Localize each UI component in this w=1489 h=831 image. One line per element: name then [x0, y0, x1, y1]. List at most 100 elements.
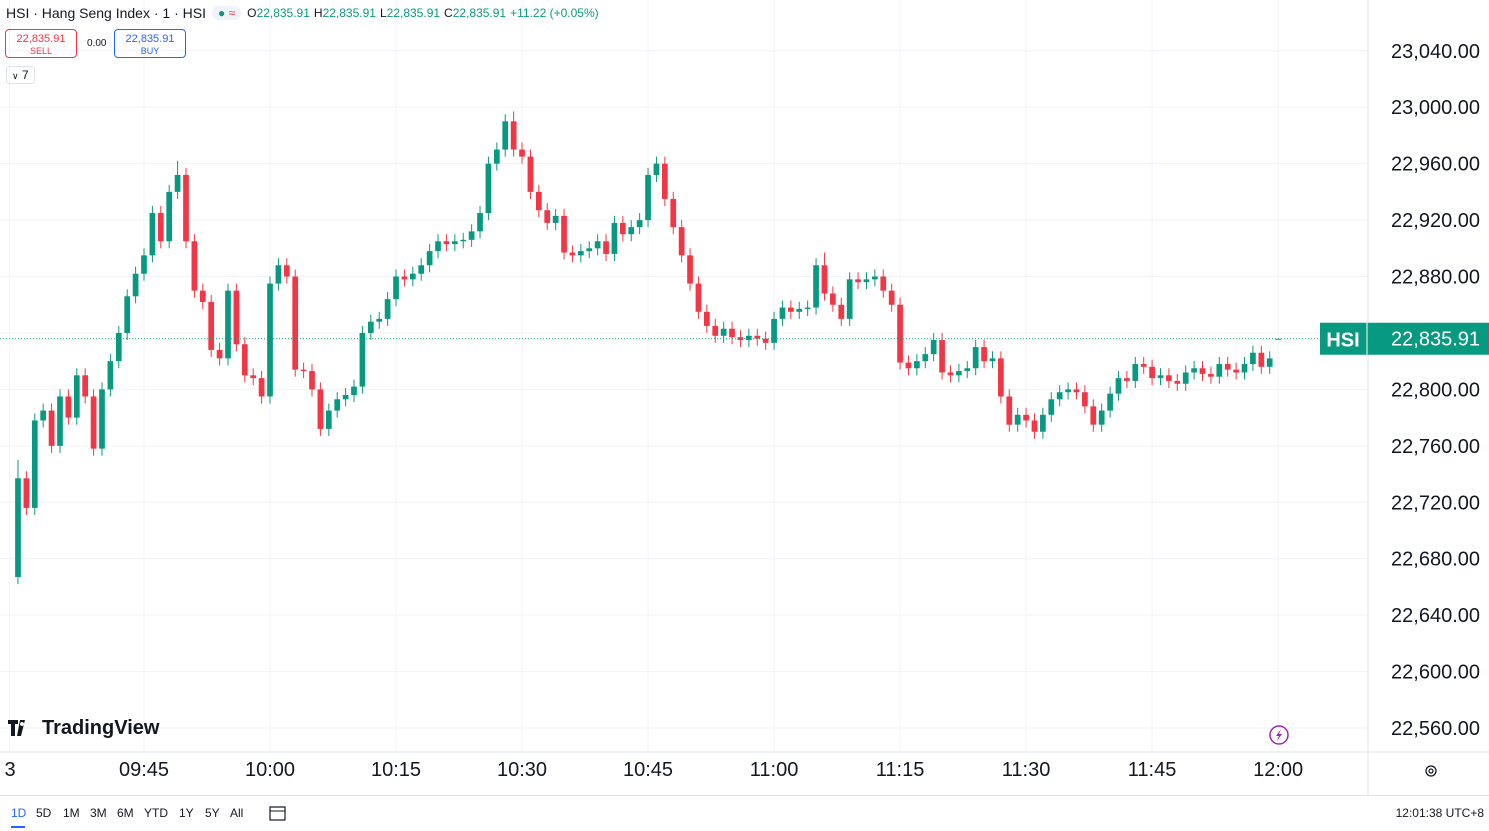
candle-body [334, 399, 341, 411]
candle-body [317, 389, 324, 429]
candle-body [65, 396, 72, 418]
candle-body [367, 321, 374, 333]
candle-body [435, 241, 441, 252]
candle-body [132, 273, 139, 297]
candle-body [645, 174, 651, 221]
x-tick-label: 10:00 [245, 759, 295, 781]
candle-body [636, 220, 643, 228]
candle-body [460, 239, 467, 242]
candle-body [1166, 375, 1172, 381]
range-button[interactable]: 1D [11, 806, 27, 820]
candle-body [1233, 369, 1239, 373]
range-button[interactable]: YTD [144, 806, 168, 820]
ohlc: O22,835.91 H22,835.91 L22,835.91 C22,835… [247, 6, 598, 20]
x-tick-label: 11:30 [1002, 759, 1051, 781]
candle-body [535, 191, 542, 211]
candle-body [1258, 352, 1265, 367]
indicators-toggle[interactable]: ∨ 7 [6, 66, 35, 84]
candle-body [712, 325, 719, 336]
candle-body [292, 276, 299, 370]
candle-body [1266, 358, 1273, 367]
candle-body [174, 174, 181, 192]
ohlc-label: L [379, 6, 387, 20]
candle-body [855, 279, 861, 283]
ohlc-item: L22,835.91 [380, 6, 440, 20]
candle-body [267, 283, 273, 397]
candle-body [1191, 368, 1197, 373]
range-button[interactable]: 1M [63, 806, 80, 820]
candle-body [544, 210, 551, 223]
candle-body [393, 276, 399, 300]
x-tick-label: 3 [4, 759, 15, 781]
candle-body [166, 191, 173, 242]
status-badge[interactable]: ● ≈ [211, 6, 242, 20]
candle-body [788, 307, 794, 312]
range-button[interactable]: 5D [36, 806, 52, 820]
candle-body [561, 215, 567, 253]
sell-button[interactable]: 22,835.91 SELL [5, 29, 77, 58]
candle-body [309, 371, 315, 390]
settings-button[interactable] [1425, 765, 1437, 777]
candle-body [1090, 406, 1097, 425]
candle-body [670, 198, 677, 228]
range-button[interactable]: 6M [117, 806, 134, 820]
candle-body [939, 340, 945, 373]
range-button[interactable]: 3M [90, 806, 107, 820]
y-tick-label: 22,920.00 [1391, 210, 1480, 232]
buy-button[interactable]: 22,835.91 BUY [114, 29, 186, 58]
candle-body [283, 265, 290, 277]
candle-body [552, 215, 559, 223]
indicators-count: 7 [21, 68, 29, 82]
candle-body [914, 361, 920, 369]
lightning-button[interactable] [1269, 725, 1289, 745]
buy-label: BUY [140, 46, 160, 56]
last-price-label: 22,835.91 [1391, 329, 1480, 351]
logo-icon [8, 720, 25, 736]
candle-body [48, 410, 55, 446]
sell-price: 22,835.91 [16, 33, 66, 45]
ohlc-label: C [444, 6, 453, 20]
date-range-button[interactable] [268, 804, 288, 822]
ohlc-label: H [313, 6, 323, 20]
candle-body [888, 290, 895, 305]
symbol-title[interactable]: HSI · Hang Seng Index · 1 · HSI [6, 5, 206, 21]
candle-body [947, 372, 954, 376]
x-tick-label: 11:45 [1128, 759, 1177, 781]
y-tick-label: 22,600.00 [1391, 662, 1480, 684]
candle-body [905, 362, 912, 369]
y-tick-label: 22,560.00 [1391, 718, 1480, 740]
candle-body [141, 255, 147, 274]
candle-body [678, 227, 685, 256]
candle-body [586, 248, 593, 252]
candle-body [485, 163, 492, 214]
candle-body [351, 386, 357, 396]
candle-body [863, 279, 870, 283]
candle-body [40, 410, 47, 421]
range-button[interactable]: 5Y [205, 806, 220, 820]
candle-body [115, 332, 122, 362]
candle-body [1031, 420, 1038, 432]
candle-body [972, 347, 979, 369]
candle-body [199, 290, 206, 302]
y-tick-label: 23,000.00 [1391, 97, 1480, 119]
candles [15, 111, 1281, 585]
range-button[interactable]: 1Y [179, 806, 194, 820]
candle-body [493, 149, 500, 164]
candle-body [57, 396, 63, 446]
range-button[interactable]: All [230, 806, 244, 820]
candle-body [90, 396, 97, 449]
candle-body [409, 273, 416, 280]
candle-body [754, 335, 761, 339]
buy-price: 22,835.91 [125, 33, 175, 45]
candle-body [1065, 389, 1071, 393]
candle-body [225, 290, 231, 359]
bottom-toolbar: 1D 5D 1M 3M 6M YTD 1Y 5Y All 12:01:38 UT… [0, 795, 1489, 831]
candle-body [611, 222, 618, 254]
candle-body [569, 252, 576, 256]
candle-body [804, 307, 811, 309]
last-price-badge [1320, 322, 1489, 355]
ohlc-value: 22,835.91 [322, 6, 376, 20]
candle-body [1115, 378, 1122, 394]
candle-body [956, 371, 962, 376]
candle-body [771, 318, 777, 343]
